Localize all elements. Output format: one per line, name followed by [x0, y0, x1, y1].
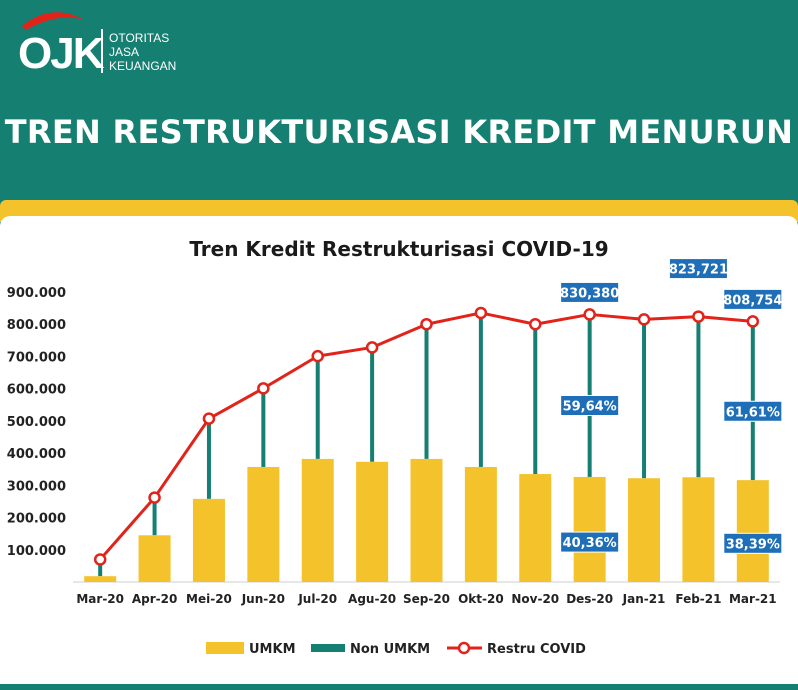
restru-covid-point: [148, 491, 161, 504]
logo-red-swoosh: [22, 12, 84, 30]
x-tick-label: Mar-20: [76, 592, 124, 606]
annotation-label: 830,380: [560, 286, 619, 301]
y-tick-label: 500.000: [7, 415, 66, 430]
logo-divider: [101, 29, 103, 73]
non-umkm-stick: [642, 319, 647, 479]
non-umkm-stick: [478, 312, 483, 467]
umkm-bar: [464, 466, 497, 582]
annotation-box: [560, 394, 620, 416]
umkm-bar: [138, 535, 171, 582]
annotation-label: 40,36%: [563, 536, 617, 551]
logo-line-2: JASA: [109, 45, 139, 59]
y-tick-label: 400.000: [7, 447, 66, 462]
annotation-box: [560, 281, 620, 303]
non-umkm-stick: [261, 388, 266, 467]
x-tick-label: Agu-20: [348, 592, 396, 606]
y-tick-label: 600.000: [7, 383, 66, 398]
legend-label-umkm: UMKM: [249, 642, 296, 657]
legend-swatch-non-umkm: [311, 644, 345, 652]
x-tick-label: Sep-20: [403, 592, 450, 606]
legend-label-restru: Restru COVID: [487, 642, 586, 657]
restru-covid-point: [202, 412, 216, 425]
y-tick-label: 900.000: [7, 286, 66, 301]
x-tick-label: Des-20: [566, 592, 613, 606]
umkm-bar: [573, 476, 606, 582]
non-umkm-stick: [533, 323, 538, 475]
non-umkm-stick: [98, 559, 103, 577]
annotation-label: 823,721: [669, 263, 728, 278]
restru-covid-point: [692, 310, 705, 323]
restru-covid-point: [529, 317, 542, 331]
restru-covid-point: [311, 349, 324, 363]
restru-covid-point: [257, 382, 270, 395]
non-umkm-stick: [315, 356, 320, 459]
umkm-bar: [519, 474, 552, 582]
umkm-bar: [682, 477, 715, 582]
bottom-strip: [0, 684, 798, 690]
non-umkm-stick: [424, 324, 429, 459]
annotation-box: [723, 400, 783, 422]
umkm-bar: [736, 480, 769, 582]
x-tick-label: Jun-20: [241, 592, 285, 606]
umkm-bar: [356, 461, 389, 582]
umkm-bar: [192, 498, 225, 582]
ojk-logo: OJK OTORITAS JASA KEUANGAN: [18, 12, 176, 78]
x-tick-label: Mar-21: [729, 592, 777, 606]
restru-covid-point: [474, 306, 488, 320]
y-tick-label: 300.000: [7, 479, 66, 494]
legend-swatch-restru-point: [457, 641, 471, 655]
annotation-label: 38,39%: [726, 537, 780, 552]
y-tick-label: 800.000: [7, 318, 66, 333]
umkm-bar: [410, 458, 443, 582]
x-tick-label: Nov-20: [511, 592, 559, 606]
y-tick-label: 100.000: [7, 544, 66, 559]
annotation-box: [560, 531, 620, 553]
x-tick-label: Mei-20: [186, 592, 232, 606]
legend-label-non-umkm: Non UMKM: [350, 642, 430, 657]
legend-swatch-umkm: [206, 642, 244, 654]
chart-layer: Tren Kredit Restrukturisasi COVID-19 900.…: [7, 237, 783, 657]
y-tick-label: 200.000: [7, 512, 66, 527]
annotation-label: 808,754: [723, 293, 782, 308]
x-tick-label: Feb-21: [675, 592, 721, 606]
umkm-bar: [628, 478, 661, 582]
restru-covid-point: [583, 308, 596, 321]
header: OJK OTORITAS JASA KEUANGAN TREN RESTRUKT…: [0, 0, 798, 205]
umkm-bar: [301, 458, 334, 582]
annotation-label: 59,64%: [563, 399, 617, 414]
non-umkm-stick: [696, 320, 701, 478]
non-umkm-stick: [152, 497, 157, 536]
non-umkm-stick: [206, 418, 211, 499]
annotation-label: 61,61%: [726, 405, 780, 420]
x-tick-label: Okt-20: [458, 592, 504, 606]
logo-line-3: KEUANGAN: [109, 59, 176, 73]
non-umkm-stick: [370, 347, 375, 462]
restru-covid-point: [93, 553, 107, 566]
chart-panel: [0, 216, 798, 690]
annotation-box: [723, 532, 783, 554]
annotation-box: [668, 258, 728, 280]
page-title: TREN RESTRUKTURISASI KREDIT MENURUN: [4, 113, 794, 151]
y-tick-label: 700.000: [7, 350, 66, 365]
logo-line-1: OTORITAS: [109, 31, 169, 45]
restru-covid-point: [746, 315, 760, 328]
logo-mark: OJK: [18, 29, 105, 78]
restru-covid-point: [637, 313, 651, 326]
restru-covid-point: [365, 341, 379, 354]
x-tick-label: Jan-21: [622, 592, 666, 606]
annotation-box: [723, 288, 783, 310]
chart-title: Tren Kredit Restrukturisasi COVID-19: [189, 237, 608, 261]
x-tick-label: Jul-20: [297, 592, 337, 606]
x-tick-label: Apr-20: [132, 592, 177, 606]
restru-covid-point: [420, 317, 433, 331]
umkm-bar: [247, 466, 280, 582]
umkm-bar: [84, 576, 117, 582]
